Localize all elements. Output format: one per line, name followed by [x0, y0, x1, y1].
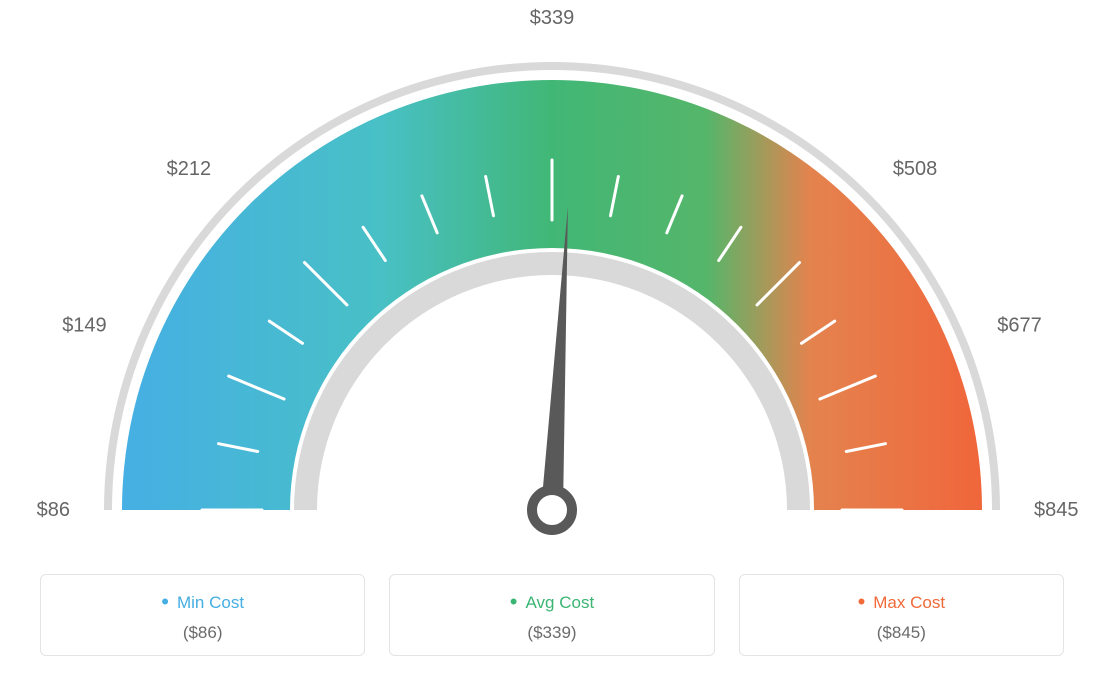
gauge-svg: $86 $149 $212 $339 $508 $677 $845: [0, 0, 1104, 570]
legend-card-min: Min Cost ($86): [40, 574, 365, 656]
legend-row: Min Cost ($86) Avg Cost ($339) Max Cost …: [0, 574, 1104, 656]
legend-card-max: Max Cost ($845): [739, 574, 1064, 656]
gauge-tick-label: $212: [167, 158, 212, 180]
legend-min-value: ($86): [51, 623, 354, 643]
legend-avg-title: Avg Cost: [400, 589, 703, 615]
gauge-needle-base: [532, 490, 572, 530]
gauge-tick-label: $339: [530, 7, 575, 29]
legend-min-title: Min Cost: [51, 589, 354, 615]
legend-max-title: Max Cost: [750, 589, 1053, 615]
legend-max-value: ($845): [750, 623, 1053, 643]
gauge-tick-label: $86: [37, 499, 70, 521]
gauge-tick-label: $845: [1034, 499, 1079, 521]
legend-card-avg: Avg Cost ($339): [389, 574, 714, 656]
gauge-tick-label: $508: [893, 158, 938, 180]
legend-avg-value: ($339): [400, 623, 703, 643]
gauge-tick-label: $677: [997, 315, 1042, 337]
gauge-container: $86 $149 $212 $339 $508 $677 $845: [0, 0, 1104, 570]
gauge-tick-label: $149: [62, 315, 107, 337]
